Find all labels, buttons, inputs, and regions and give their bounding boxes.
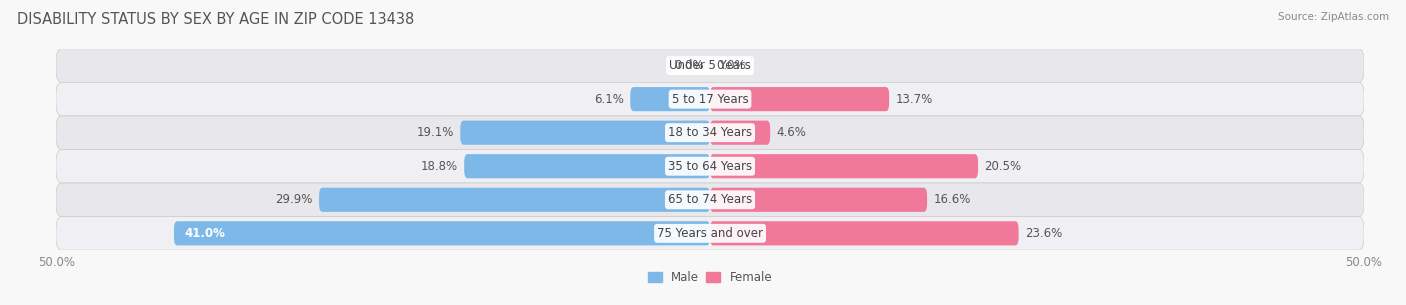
FancyBboxPatch shape <box>630 87 710 111</box>
FancyBboxPatch shape <box>710 221 1018 246</box>
FancyBboxPatch shape <box>56 183 1364 217</box>
Text: 29.9%: 29.9% <box>276 193 312 206</box>
Text: 75 Years and over: 75 Years and over <box>657 227 763 240</box>
FancyBboxPatch shape <box>174 221 710 246</box>
Text: 0.0%: 0.0% <box>673 59 703 72</box>
Text: 6.1%: 6.1% <box>593 93 624 106</box>
Text: 41.0%: 41.0% <box>184 227 225 240</box>
FancyBboxPatch shape <box>56 217 1364 250</box>
FancyBboxPatch shape <box>56 49 1364 82</box>
Text: 0.0%: 0.0% <box>717 59 747 72</box>
Text: 18.8%: 18.8% <box>420 160 458 173</box>
FancyBboxPatch shape <box>710 154 979 178</box>
Text: DISABILITY STATUS BY SEX BY AGE IN ZIP CODE 13438: DISABILITY STATUS BY SEX BY AGE IN ZIP C… <box>17 12 415 27</box>
Text: 13.7%: 13.7% <box>896 93 934 106</box>
FancyBboxPatch shape <box>710 188 927 212</box>
Text: Source: ZipAtlas.com: Source: ZipAtlas.com <box>1278 12 1389 22</box>
FancyBboxPatch shape <box>319 188 710 212</box>
Text: 65 to 74 Years: 65 to 74 Years <box>668 193 752 206</box>
Legend: Male, Female: Male, Female <box>643 266 778 289</box>
FancyBboxPatch shape <box>56 149 1364 183</box>
Text: 23.6%: 23.6% <box>1025 227 1063 240</box>
FancyBboxPatch shape <box>464 154 710 178</box>
FancyBboxPatch shape <box>56 82 1364 116</box>
Text: 4.6%: 4.6% <box>776 126 807 139</box>
FancyBboxPatch shape <box>710 120 770 145</box>
FancyBboxPatch shape <box>460 120 710 145</box>
FancyBboxPatch shape <box>56 116 1364 149</box>
FancyBboxPatch shape <box>710 87 889 111</box>
Text: 5 to 17 Years: 5 to 17 Years <box>672 93 748 106</box>
Text: 19.1%: 19.1% <box>416 126 454 139</box>
Text: 18 to 34 Years: 18 to 34 Years <box>668 126 752 139</box>
Text: Under 5 Years: Under 5 Years <box>669 59 751 72</box>
Text: 20.5%: 20.5% <box>984 160 1022 173</box>
Text: 16.6%: 16.6% <box>934 193 972 206</box>
Text: 35 to 64 Years: 35 to 64 Years <box>668 160 752 173</box>
